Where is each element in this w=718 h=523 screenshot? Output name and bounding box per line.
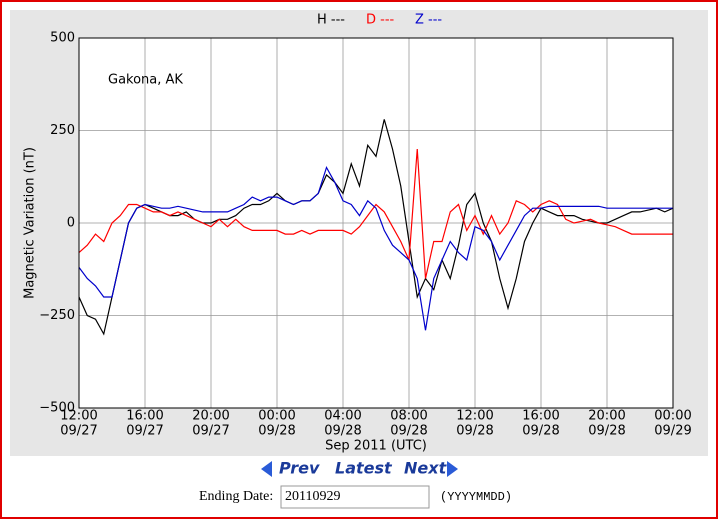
x-tick-label: 09/28 <box>324 424 361 439</box>
x-tick-label: 16:00 <box>126 409 163 424</box>
series-line <box>78 119 674 336</box>
x-tick-label: 20:00 <box>192 409 229 424</box>
next-arrow[interactable] <box>447 461 458 477</box>
x-tick-label: 09/28 <box>456 424 493 439</box>
y-tick-label: −250 <box>39 308 75 323</box>
prev-link[interactable]: Prev <box>279 459 320 478</box>
lines <box>78 119 674 336</box>
x-tick-label: 04:00 <box>324 409 361 424</box>
date-input-value[interactable]: 20110929 <box>285 489 340 504</box>
y-axis-label: Magnetic Variation (nT) <box>23 147 38 299</box>
date-label: Ending Date: <box>199 489 273 504</box>
annotation: Gakona, AK <box>108 73 183 88</box>
y-tick-label: 500 <box>50 31 75 46</box>
x-tick-label: 09/28 <box>522 424 559 439</box>
y-tick-label: 250 <box>50 123 75 138</box>
x-tick-label: 09/29 <box>654 424 691 439</box>
x-tick-label: 09/28 <box>390 424 427 439</box>
x-tick-label: 12:00 <box>60 409 97 424</box>
x-tick-label: 09/27 <box>126 424 163 439</box>
x-tick-label: 08:00 <box>390 409 427 424</box>
latest-link[interactable]: Latest <box>335 459 393 478</box>
x-tick-label: 00:00 <box>654 409 691 424</box>
x-tick-label: 16:00 <box>522 409 559 424</box>
prev-arrow[interactable] <box>261 461 272 477</box>
date-format: (YYYYMMDD) <box>440 490 512 504</box>
series-line <box>78 148 673 279</box>
x-tick-label: 09/28 <box>258 424 295 439</box>
x-axis-label: Sep 2011 (UTC) <box>325 439 427 454</box>
y-tick-label: 0 <box>67 216 75 231</box>
legend-entry: D --- <box>366 13 395 28</box>
x-tick-label: 12:00 <box>456 409 493 424</box>
plot-frame <box>78 37 674 409</box>
x-tick-label: 09/27 <box>192 424 229 439</box>
x-tick-label: 09/27 <box>60 424 97 439</box>
next-link[interactable]: Next <box>404 459 448 478</box>
series-line <box>78 165 673 331</box>
legend: H --- D --- Z --- <box>317 13 442 28</box>
date-input[interactable] <box>280 485 430 509</box>
y-tick-label: −500 <box>39 401 75 416</box>
legend-entry: H --- <box>317 13 345 28</box>
x-tick-label: 20:00 <box>588 409 625 424</box>
legend-entry: Z --- <box>415 13 442 28</box>
x-tick-label: 00:00 <box>258 409 295 424</box>
x-tick-label: 09/28 <box>588 424 625 439</box>
